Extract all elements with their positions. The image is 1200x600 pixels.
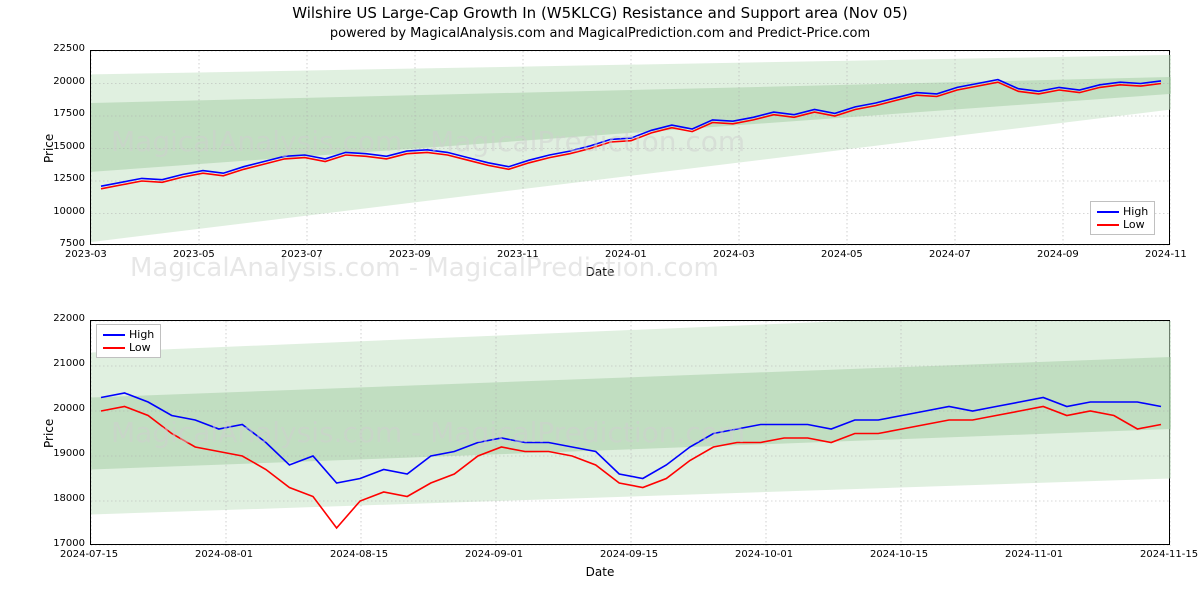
chart-top-ytick: 15000 bbox=[53, 141, 85, 152]
page-subtitle: powered by MagicalAnalysis.com and Magic… bbox=[0, 26, 1200, 41]
page-title: Wilshire US Large-Cap Growth In (W5KLCG)… bbox=[0, 4, 1200, 22]
chart-top-xtick: 2024-07 bbox=[929, 249, 971, 260]
chart-top-ytick: 12500 bbox=[53, 173, 85, 184]
legend-swatch bbox=[103, 334, 125, 336]
chart-top-ytick: 20000 bbox=[53, 76, 85, 87]
chart-bottom-ylabel: Price bbox=[42, 418, 56, 447]
chart-bottom-ytick: 19000 bbox=[53, 448, 85, 459]
chart-top-xtick: 2023-03 bbox=[65, 249, 107, 260]
chart-bottom-xlabel: Date bbox=[0, 565, 1200, 579]
legend-label: High bbox=[1123, 205, 1148, 218]
chart-bottom-xtick: 2024-08-15 bbox=[330, 549, 388, 560]
chart-bottom-ytick: 20000 bbox=[53, 403, 85, 414]
chart-top-ytick: 17500 bbox=[53, 108, 85, 119]
chart-top-legend: HighLow bbox=[1090, 201, 1155, 235]
chart-bottom-ytick: 18000 bbox=[53, 493, 85, 504]
chart-top-ytick: 22500 bbox=[53, 43, 85, 54]
chart-top: MagicalAnalysis.com - MagicalPrediction.… bbox=[90, 50, 1170, 245]
chart-bottom-svg bbox=[91, 321, 1171, 546]
chart-bottom-xtick: 2024-11-01 bbox=[1005, 549, 1063, 560]
legend-swatch bbox=[103, 347, 125, 349]
legend-label: Low bbox=[129, 341, 151, 354]
chart-top-ytick: 7500 bbox=[60, 238, 85, 249]
chart-bottom-ytick: 22000 bbox=[53, 313, 85, 324]
legend-item: High bbox=[103, 328, 154, 341]
legend-swatch bbox=[1097, 224, 1119, 226]
legend-label: High bbox=[129, 328, 154, 341]
chart-top-xtick: 2024-03 bbox=[713, 249, 755, 260]
chart-bottom-ytick: 17000 bbox=[53, 538, 85, 549]
chart-top-svg bbox=[91, 51, 1171, 246]
chart-bottom-xtick: 2024-10-15 bbox=[870, 549, 928, 560]
chart-bottom-xtick: 2024-08-01 bbox=[195, 549, 253, 560]
chart-bottom-xtick: 2024-09-01 bbox=[465, 549, 523, 560]
chart-bottom-ytick: 21000 bbox=[53, 358, 85, 369]
chart-top-xtick: 2023-07 bbox=[281, 249, 323, 260]
chart-top-xtick: 2024-11 bbox=[1145, 249, 1187, 260]
chart-top-xtick: 2023-11 bbox=[497, 249, 539, 260]
chart-bottom: MagicalAnalysis.com - MagicalPrediction.… bbox=[90, 320, 1170, 545]
legend-swatch bbox=[1097, 211, 1119, 213]
chart-container: Wilshire US Large-Cap Growth In (W5KLCG)… bbox=[0, 0, 1200, 600]
legend-item: Low bbox=[103, 341, 154, 354]
chart-bottom-legend: HighLow bbox=[96, 324, 161, 358]
legend-label: Low bbox=[1123, 218, 1145, 231]
chart-top-xtick: 2024-09 bbox=[1037, 249, 1079, 260]
legend-item: High bbox=[1097, 205, 1148, 218]
chart-bottom-xtick: 2024-10-01 bbox=[735, 549, 793, 560]
chart-top-xlabel: Date bbox=[0, 265, 1200, 279]
chart-top-xtick: 2023-09 bbox=[389, 249, 431, 260]
legend-item: Low bbox=[1097, 218, 1148, 231]
chart-top-xtick: 2023-05 bbox=[173, 249, 215, 260]
chart-bottom-xtick: 2024-11-15 bbox=[1140, 549, 1198, 560]
chart-bottom-xtick: 2024-07-15 bbox=[60, 549, 118, 560]
chart-top-xtick: 2024-05 bbox=[821, 249, 863, 260]
chart-bottom-xtick: 2024-09-15 bbox=[600, 549, 658, 560]
chart-top-ytick: 10000 bbox=[53, 206, 85, 217]
chart-top-xtick: 2024-01 bbox=[605, 249, 647, 260]
